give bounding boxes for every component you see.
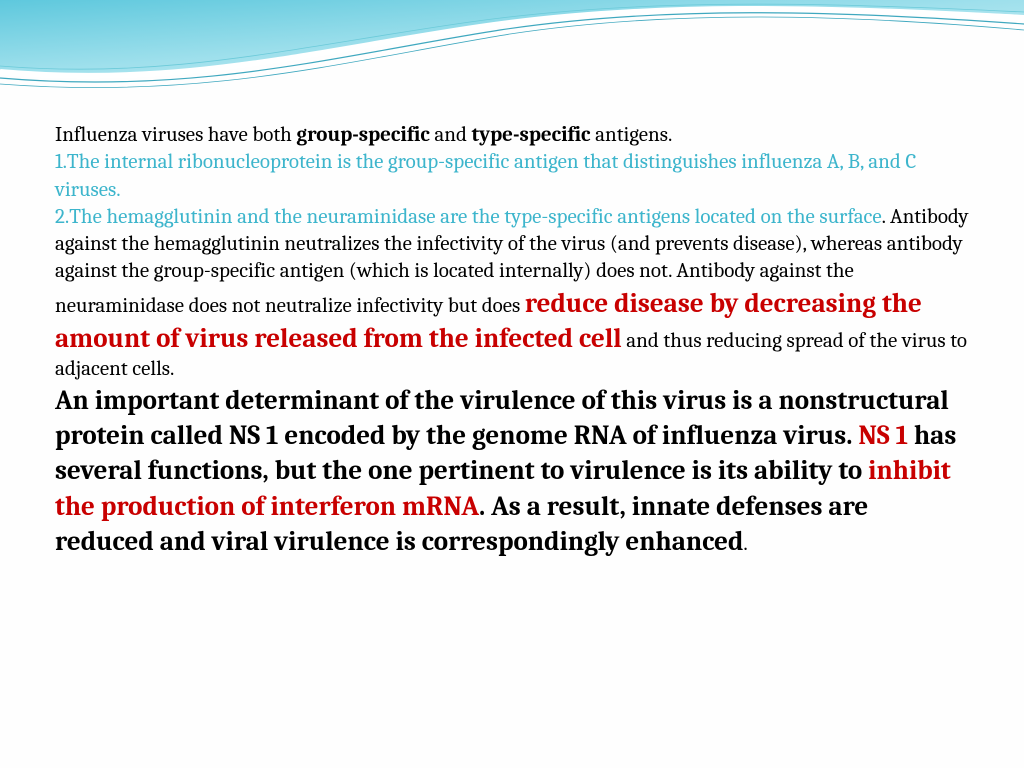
- intro-bold-group: group-specific: [296, 123, 429, 147]
- ns1-text-a: An important determinant of the virulenc…: [55, 385, 949, 451]
- ns1-period: .: [743, 532, 747, 556]
- wave-header-decoration: [0, 0, 1024, 120]
- point-1-text: 1.The internal ribonucleoprotein is the …: [55, 150, 916, 201]
- intro-text-c: and: [430, 123, 472, 147]
- point-2-cyan: 2.The hemagglutinin and the neuraminidas…: [55, 205, 882, 229]
- slide-body: Influenza viruses have both group-specif…: [55, 122, 969, 559]
- intro-bold-type: type-specific: [472, 123, 591, 147]
- intro-text-e: antigens.: [591, 123, 673, 147]
- ns1-red-label: NS 1: [858, 420, 908, 451]
- intro-text-a: Influenza viruses have both: [55, 123, 296, 147]
